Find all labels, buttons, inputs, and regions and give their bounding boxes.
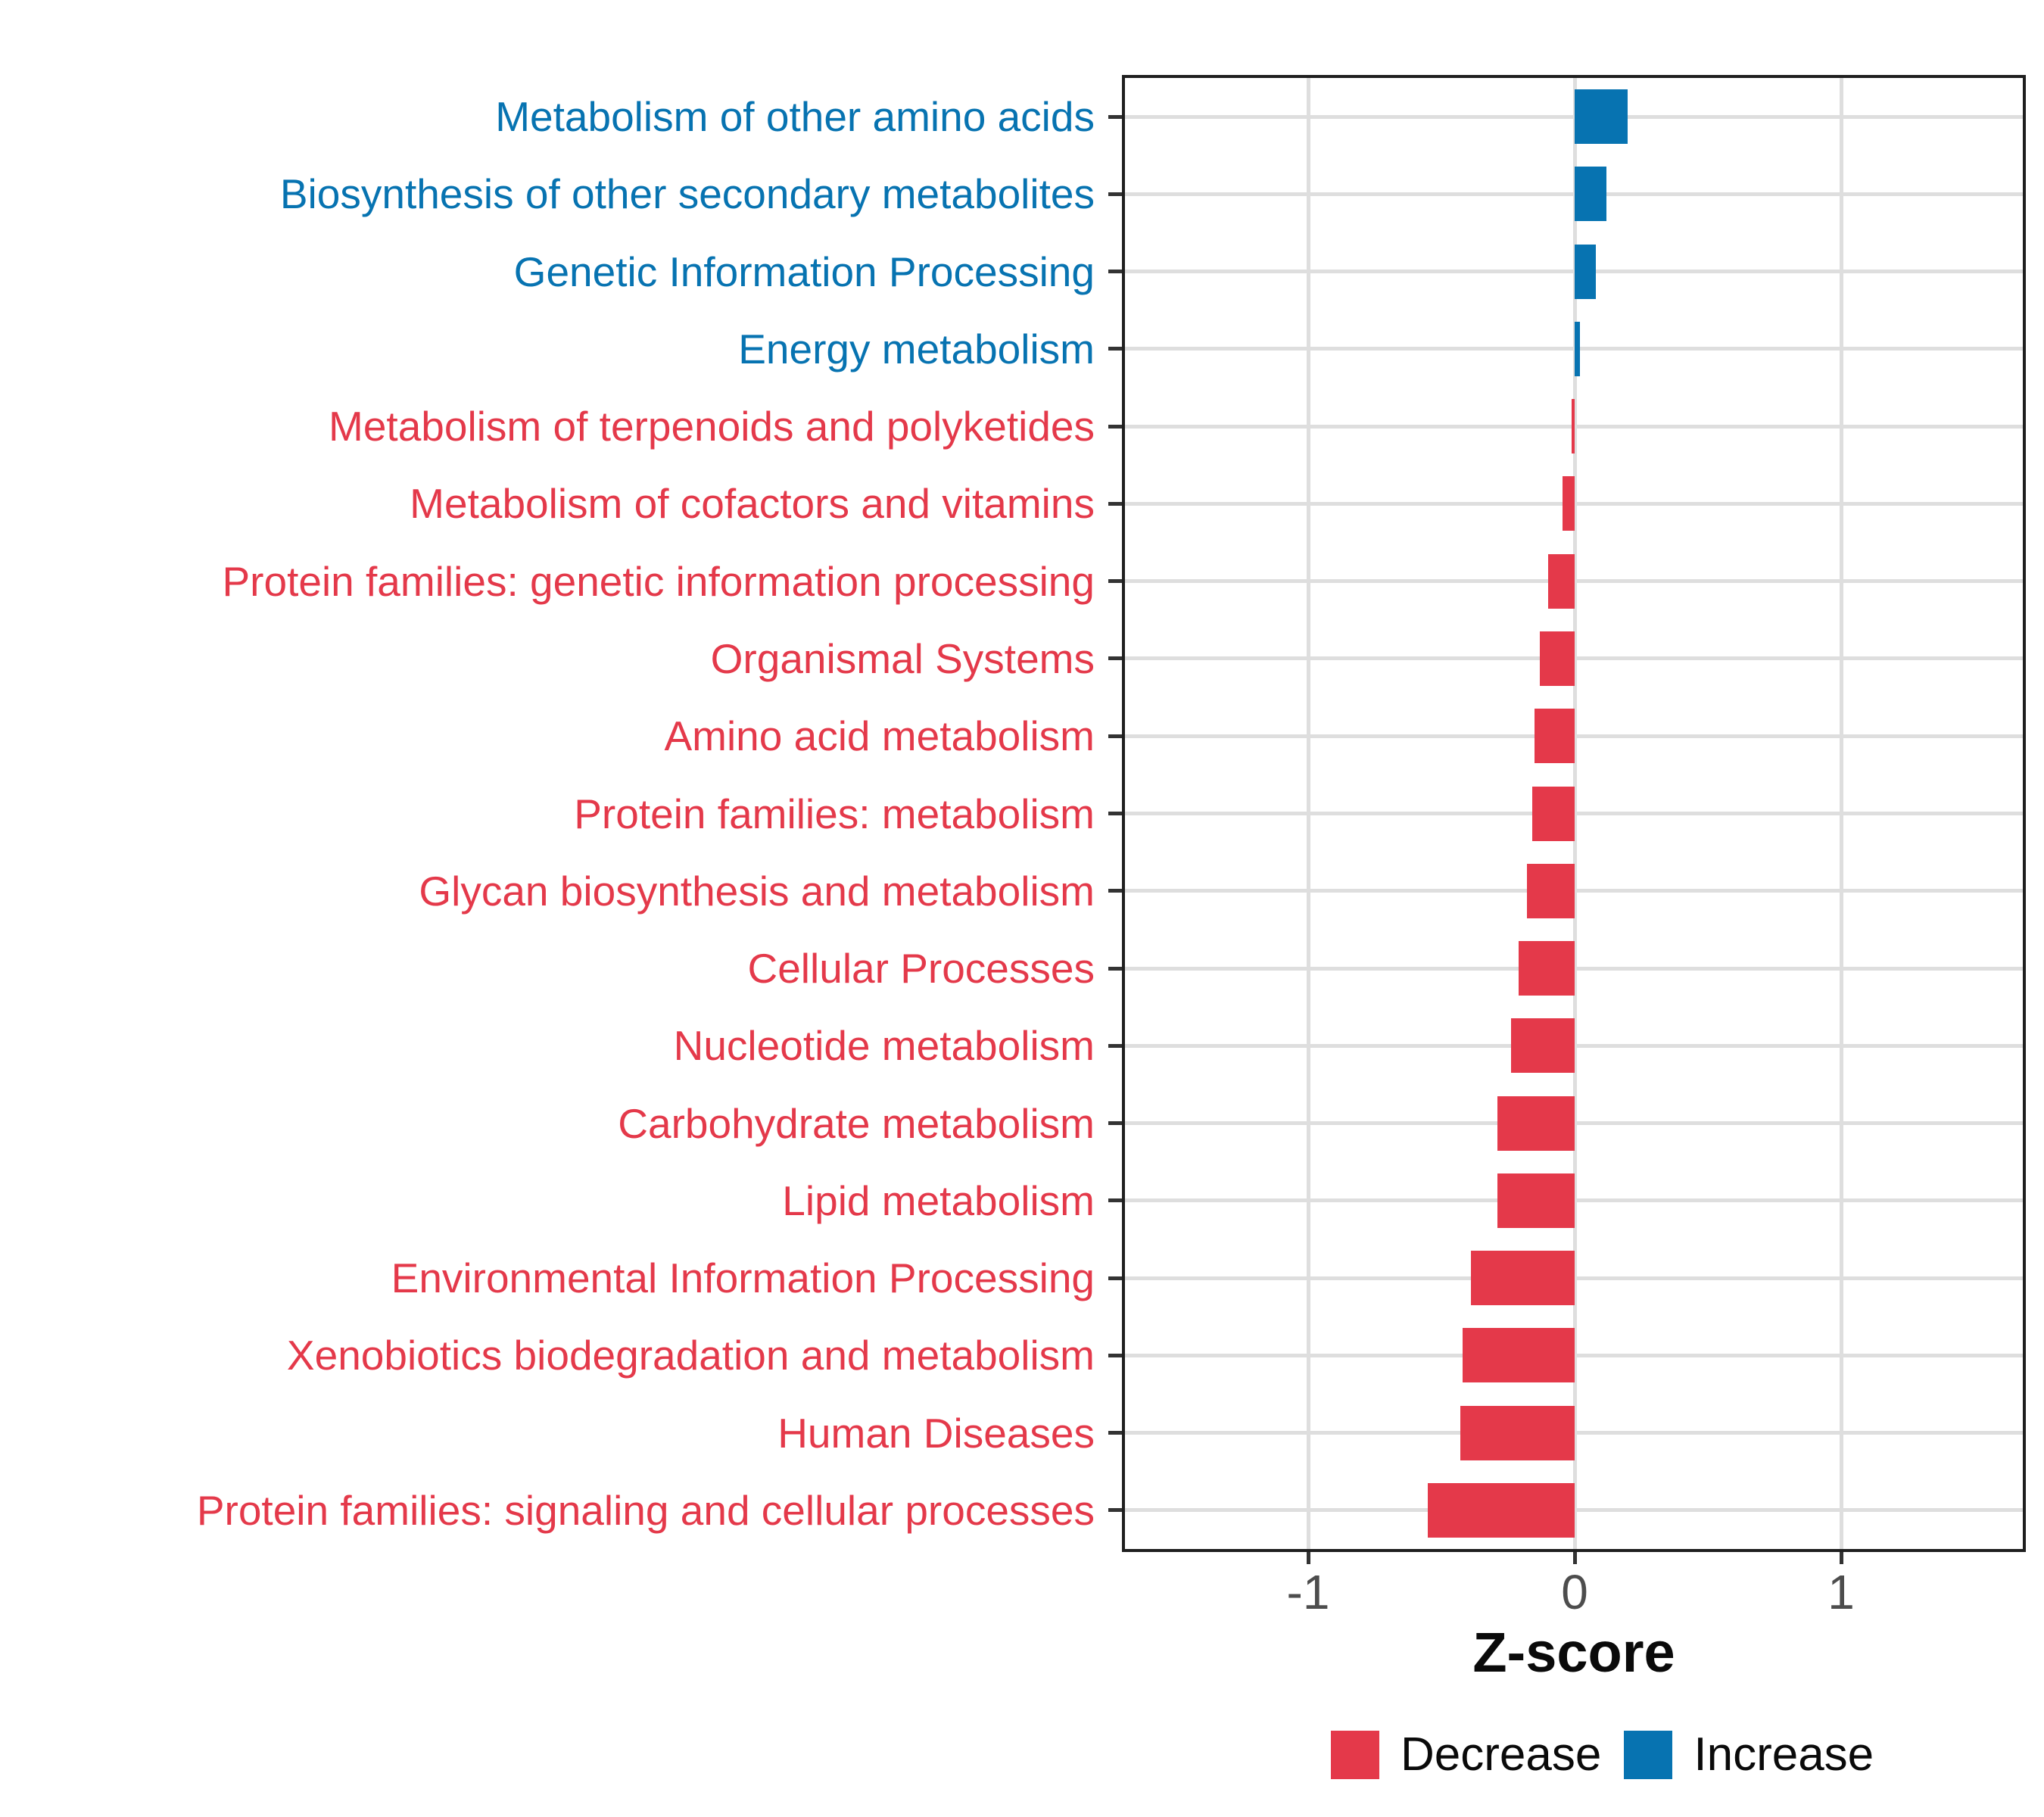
bar	[1535, 709, 1575, 764]
y-axis-label: Biosynthesis of other secondary metaboli…	[279, 170, 1095, 218]
bar	[1540, 631, 1575, 686]
y-axis-label: Carbohydrate metabolism	[618, 1099, 1095, 1147]
y-tick-mark	[1108, 656, 1122, 661]
x-tick-mark	[1839, 1552, 1843, 1564]
x-tick-label: 1	[1827, 1565, 1855, 1619]
x-tick-label: 0	[1561, 1565, 1588, 1619]
y-axis-label: Genetic Information Processing	[513, 248, 1095, 295]
y-tick-mark	[1108, 424, 1122, 429]
bar	[1497, 1095, 1575, 1151]
y-axis-label: Energy metabolism	[738, 325, 1095, 372]
y-tick-mark	[1108, 1121, 1122, 1126]
v-gridline	[1839, 78, 1843, 1549]
increase-label: Increase	[1693, 1728, 1874, 1781]
y-axis-label: Metabolism of other amino acids	[495, 93, 1095, 141]
y-axis-label: Cellular Processes	[747, 945, 1095, 993]
y-axis-label: Metabolism of cofactors and vitamins	[410, 480, 1095, 528]
bar	[1563, 476, 1575, 531]
y-tick-mark	[1108, 1431, 1122, 1435]
bar	[1463, 1328, 1575, 1383]
v-gridline	[1572, 78, 1577, 1549]
y-axis-label: Lipid metabolism	[782, 1177, 1095, 1224]
bar	[1575, 321, 1581, 376]
bar	[1526, 863, 1575, 918]
bar	[1531, 786, 1575, 841]
bar	[1575, 167, 1607, 222]
y-axis-label: Protein families: signaling and cellular…	[196, 1486, 1095, 1534]
y-tick-mark	[1108, 889, 1122, 893]
bar	[1497, 1173, 1575, 1228]
y-axis-labels: Metabolism of other amino acids Biosynthe…	[0, 78, 1095, 1549]
y-tick-mark	[1108, 812, 1122, 815]
y-tick-mark	[1108, 1043, 1122, 1048]
bar	[1510, 1018, 1575, 1074]
bar	[1460, 1405, 1575, 1460]
increase-swatch	[1624, 1730, 1673, 1779]
decrease-label: Decrease	[1401, 1728, 1602, 1781]
x-axis-title: Z-score	[1472, 1621, 1675, 1684]
bar	[1519, 941, 1575, 996]
y-axis-label: Metabolism of terpenoids and polyketides	[329, 403, 1095, 450]
y-tick-mark	[1108, 501, 1122, 506]
y-axis-label: Glycan biosynthesis and metabolism	[419, 867, 1095, 915]
y-tick-mark	[1108, 347, 1122, 351]
bar	[1575, 244, 1597, 299]
y-tick-mark	[1108, 966, 1122, 971]
y-axis-label: Protein families: metabolism	[574, 790, 1095, 837]
y-axis-label: Nucleotide metabolism	[673, 1022, 1095, 1070]
y-tick-mark	[1108, 734, 1122, 738]
y-tick-mark	[1108, 1198, 1122, 1203]
y-axis-label: Xenobiotics biodegradation and metabolis…	[286, 1332, 1095, 1379]
bar	[1547, 553, 1575, 609]
y-axis-label: Amino acid metabolism	[664, 712, 1095, 760]
x-tick-mark	[1306, 1552, 1310, 1564]
y-axis-label: Human Diseases	[777, 1409, 1095, 1457]
legend: Decrease Increase	[1331, 1728, 1874, 1781]
bar	[1572, 399, 1575, 454]
legend-item-decrease: Decrease	[1331, 1728, 1601, 1781]
bar	[1575, 89, 1628, 145]
y-axis-label: Environmental Information Processing	[391, 1254, 1095, 1302]
v-gridline	[1306, 78, 1310, 1549]
y-tick-mark	[1108, 1353, 1122, 1357]
y-axis-label: Organismal Systems	[710, 634, 1095, 682]
y-tick-mark	[1108, 1508, 1122, 1513]
y-tick-mark	[1108, 114, 1122, 119]
legend-item-increase: Increase	[1624, 1728, 1874, 1781]
y-tick-mark	[1108, 270, 1122, 274]
y-tick-mark	[1108, 192, 1122, 196]
plot-panel	[1122, 75, 2026, 1552]
y-tick-mark	[1108, 579, 1122, 584]
y-tick-mark	[1108, 1276, 1122, 1280]
x-tick-label: -1	[1286, 1565, 1330, 1619]
y-axis-label: Protein families: genetic information pr…	[222, 557, 1095, 605]
decrease-swatch	[1331, 1730, 1379, 1779]
plot-panel-inner	[1125, 78, 2023, 1549]
x-tick-mark	[1572, 1552, 1577, 1564]
bar	[1470, 1251, 1575, 1306]
bar	[1428, 1482, 1575, 1538]
